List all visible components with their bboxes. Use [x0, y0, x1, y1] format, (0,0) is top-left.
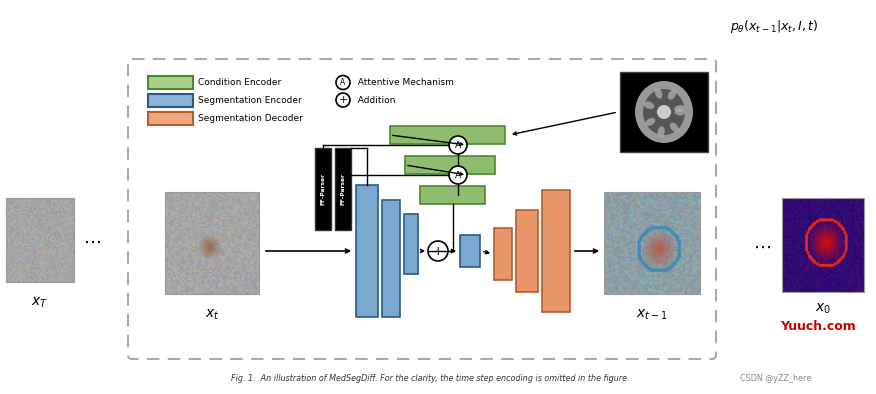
Ellipse shape: [635, 81, 693, 143]
Bar: [782, 198, 864, 292]
Text: $\cdots$: $\cdots$: [83, 233, 101, 251]
Ellipse shape: [675, 105, 685, 112]
Circle shape: [449, 166, 467, 184]
Text: +: +: [433, 245, 443, 258]
Circle shape: [449, 136, 467, 154]
Ellipse shape: [643, 89, 685, 135]
Text: Fig. 1.  An illustration of MedSegDiff. For the clarity, the time step encoding : Fig. 1. An illustration of MedSegDiff. F…: [230, 374, 629, 383]
Text: $x_0$: $x_0$: [815, 302, 831, 316]
Bar: [542, 190, 570, 312]
Bar: [335, 148, 351, 230]
Bar: [405, 156, 495, 174]
Circle shape: [428, 241, 448, 261]
Bar: [356, 185, 378, 317]
Bar: [6, 198, 74, 282]
Bar: [315, 148, 331, 230]
Ellipse shape: [657, 105, 671, 119]
Ellipse shape: [675, 108, 686, 115]
Text: Yuuch.com: Yuuch.com: [781, 320, 856, 333]
Text: +: +: [338, 95, 348, 105]
Text: $x_T$: $x_T$: [32, 296, 48, 310]
Text: A: A: [341, 78, 346, 87]
Bar: [620, 72, 708, 152]
Circle shape: [336, 93, 350, 107]
Ellipse shape: [654, 88, 662, 98]
Text: A: A: [455, 171, 461, 180]
Ellipse shape: [645, 118, 655, 126]
Bar: [390, 126, 505, 144]
Bar: [604, 192, 700, 294]
Text: Segmentation Encoder: Segmentation Encoder: [198, 96, 301, 105]
Bar: [420, 186, 485, 204]
Ellipse shape: [668, 89, 676, 100]
Bar: [460, 235, 480, 267]
Text: FF-Parser: FF-Parser: [341, 173, 345, 205]
Bar: [148, 112, 193, 125]
Bar: [165, 192, 259, 294]
Bar: [516, 210, 538, 292]
Bar: [494, 228, 512, 280]
Bar: [148, 94, 193, 107]
Text: $x_t$: $x_t$: [205, 308, 219, 322]
Text: Attentive Mechanism: Attentive Mechanism: [352, 78, 454, 87]
Text: $\cdots$: $\cdots$: [753, 238, 771, 256]
Text: Addition: Addition: [352, 95, 395, 104]
Bar: [404, 214, 418, 274]
Text: Segmentation Decoder: Segmentation Decoder: [198, 114, 303, 123]
Text: A: A: [455, 141, 461, 149]
Text: CSDN @yZZ_here: CSDN @yZZ_here: [740, 374, 811, 383]
Ellipse shape: [670, 123, 679, 132]
Text: $p_{\theta}(x_{t-1}|x_t, I, t)$: $p_{\theta}(x_{t-1}|x_t, I, t)$: [730, 18, 819, 35]
Text: FF-Parser: FF-Parser: [321, 173, 326, 205]
Text: $x_{t-1}$: $x_{t-1}$: [636, 308, 668, 322]
Circle shape: [336, 76, 350, 89]
Text: Condition Encoder: Condition Encoder: [198, 78, 281, 87]
Ellipse shape: [658, 126, 665, 137]
Bar: [382, 200, 400, 317]
Bar: [148, 76, 193, 89]
Ellipse shape: [644, 101, 654, 109]
